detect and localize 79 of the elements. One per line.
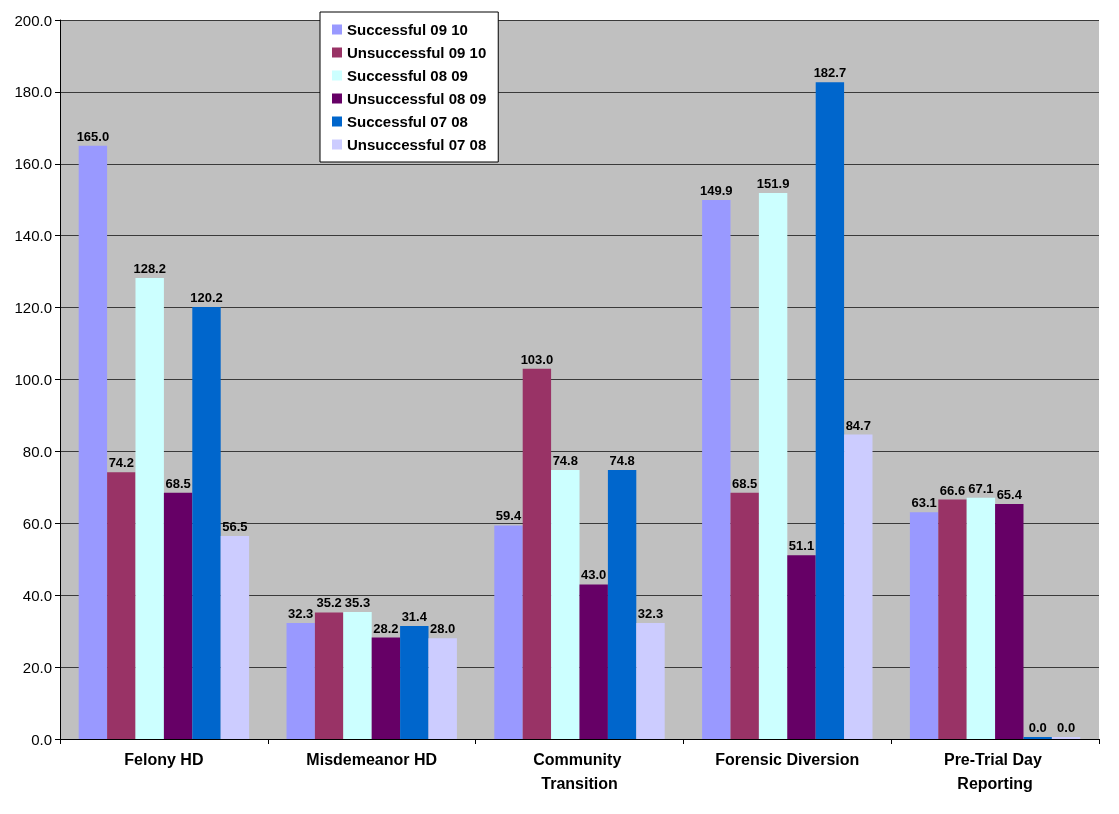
bar [579, 584, 608, 739]
data-label: 74.2 [108, 455, 134, 471]
x-tick-label: Pre-Trial Day Reporting [943, 750, 1047, 792]
bar [844, 434, 873, 739]
y-tick-label: 140.0 [14, 227, 52, 245]
legend-label: Successful 08 09 [347, 67, 468, 84]
bar [966, 497, 996, 739]
bar [192, 306, 221, 739]
legend-label: Successful 07 08 [347, 113, 468, 130]
bar [636, 622, 665, 739]
y-tick-label: 80.0 [22, 442, 52, 460]
y-tick-label: 120.0 [14, 299, 52, 317]
bar [371, 637, 401, 739]
bar [220, 535, 250, 739]
bar [428, 638, 457, 739]
data-label: 32.3 [637, 605, 664, 621]
bar [522, 368, 552, 739]
data-label: 43.0 [581, 567, 607, 583]
data-label: 68.5 [732, 475, 758, 491]
bar [730, 492, 759, 739]
data-label: 59.4 [495, 508, 522, 524]
data-label: 120.2 [190, 289, 223, 305]
data-label: 74.8 [609, 453, 635, 469]
data-label: 35.2 [316, 595, 342, 611]
bar [702, 200, 731, 739]
bar [938, 499, 967, 739]
bar [815, 82, 845, 739]
data-label: 66.6 [939, 482, 966, 498]
legend-label: Unsuccessful 07 08 [347, 136, 487, 153]
y-tick-label: 0.0 [31, 730, 52, 748]
y-tick-label: 100.0 [14, 371, 52, 388]
data-label: 51.1 [788, 538, 815, 554]
x-tick-label: Misdemeanor HD [306, 750, 438, 768]
data-label: 68.5 [165, 475, 191, 491]
y-tick-label: 40.0 [22, 586, 52, 604]
legend-label: Unsuccessful 09 10 [347, 44, 487, 61]
data-label: 35.3 [344, 595, 371, 611]
bar [909, 512, 939, 739]
x-tick-label: Forensic Diversion [715, 750, 860, 768]
y-tick-label: 180.0 [14, 83, 52, 101]
bar [551, 470, 580, 739]
data-label: 31.4 [401, 609, 428, 625]
data-label: 63.1 [911, 495, 937, 511]
data-label: 149.9 [700, 183, 733, 199]
bar [758, 192, 788, 739]
data-label: 0.0 [1028, 720, 1047, 735]
bar [78, 145, 108, 739]
y-tick-label: 200.0 [14, 11, 52, 29]
bar [787, 555, 816, 739]
data-label: 67.1 [968, 480, 994, 496]
y-tick-label: 20.0 [22, 658, 52, 676]
data-label: 28.2 [373, 620, 399, 636]
data-label: 151.9 [756, 175, 790, 191]
data-label: 32.3 [288, 605, 314, 621]
y-tick-label: 60.0 [22, 514, 52, 532]
bar [107, 472, 136, 739]
data-label: 65.4 [996, 486, 1023, 502]
bar [314, 612, 344, 739]
data-label: 182.7 [813, 65, 847, 81]
bar [607, 470, 637, 739]
data-label: 128.2 [133, 261, 166, 277]
data-label: 74.8 [552, 453, 578, 469]
bar [163, 492, 193, 739]
bar [995, 503, 1024, 739]
bar [400, 626, 429, 739]
bar [135, 278, 164, 739]
bar [343, 612, 372, 739]
x-tick-label: Felony HD [124, 750, 204, 768]
data-label: 103.0 [520, 351, 554, 367]
legend-label: Unsuccessful 08 09 [347, 90, 487, 107]
bar [286, 622, 315, 739]
bar [494, 525, 523, 739]
data-label: 84.7 [845, 417, 871, 433]
x-tick-label: Community Transition [533, 750, 626, 792]
data-label: 0.0 [1057, 720, 1076, 735]
data-label: 165.0 [76, 128, 110, 144]
y-tick-label: 160.0 [14, 155, 52, 173]
legend-label: Successful 09 10 [347, 21, 468, 38]
data-label: 28.0 [430, 621, 456, 637]
